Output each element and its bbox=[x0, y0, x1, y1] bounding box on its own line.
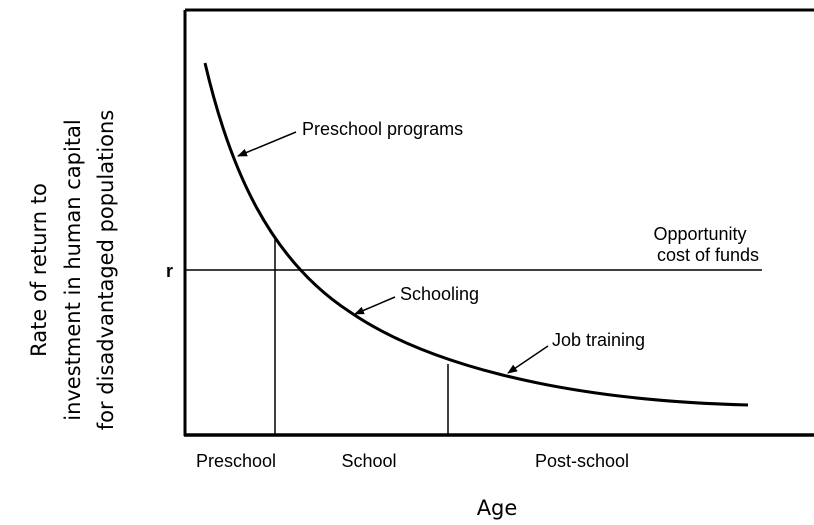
y-axis-label-line: Rate of return to bbox=[27, 183, 51, 357]
annotation: Schooling bbox=[400, 284, 479, 304]
annotation: Preschool programs bbox=[302, 119, 463, 139]
arrow bbox=[237, 131, 297, 157]
arrow bbox=[507, 345, 549, 374]
opportunity-cost-label: Opportunity bbox=[653, 224, 746, 244]
opportunity-cost-label: cost of funds bbox=[657, 245, 759, 265]
y-axis-label-line: investment in human capital bbox=[61, 119, 85, 421]
x-axis-label: Age bbox=[477, 496, 518, 520]
annotation: Job training bbox=[552, 330, 645, 350]
stage-label: Preschool bbox=[196, 451, 276, 471]
stage-label: School bbox=[341, 451, 396, 471]
return-curve bbox=[203, 62, 749, 407]
r-label: r bbox=[166, 261, 173, 281]
y-axis-label-line: for disadvantaged populations bbox=[94, 110, 118, 431]
y-axis-label: Rate of return to investment in human ca… bbox=[27, 110, 118, 431]
arrow bbox=[354, 296, 396, 315]
stage-label: Post-school bbox=[535, 451, 629, 471]
